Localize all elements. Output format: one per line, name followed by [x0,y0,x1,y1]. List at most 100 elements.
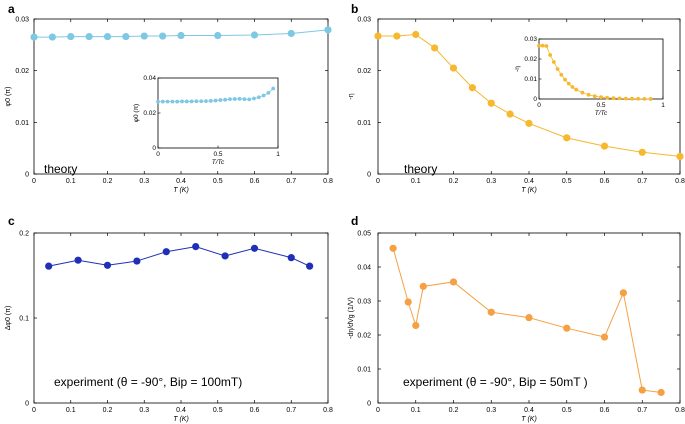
data-point [600,333,609,341]
x-tick-label: 0.5 [213,407,223,414]
x-tick-label: 0.2 [449,178,459,185]
x-tick-label: 0.1 [66,178,76,185]
x-tick-label: 0 [376,178,380,185]
inset-data-point [570,85,575,89]
inset-a: 0 0.5 1 0 0.02 0.04 T/Tc φ0 (π) [133,75,280,166]
x-tick-label: 0.1 [66,407,76,414]
inset-x-axis-title: T/Tc [595,110,608,117]
inset-data-point [199,99,204,104]
data-point [525,119,533,127]
annotation-text: experiment (θ = -90°, Bip = 50mT ) [403,375,588,389]
inset-data-point [580,90,585,95]
x-tick-label: 0.7 [637,407,647,414]
data-point [85,32,93,41]
inset-data-point [160,99,165,104]
y-tick-label: 0.1 [19,316,29,323]
data-point [221,252,229,260]
inset-b: 0 0.5 1 0 0.01 0.02 0.03 T/Tc -η [514,36,665,117]
x-tick-label: 0.1 [411,407,421,414]
data-point [159,32,167,40]
inset-data-point [232,97,237,101]
panel-c: 0 0.1 0.2 0.3 0.4 0.5 0.6 0.7 0.8 0 0.1 0.2 c T (K) Δφ… [5,214,333,423]
inset-data-point [194,99,199,104]
inset-data-point [242,97,247,102]
y-axis-title: φ0 (π) [5,87,12,107]
x-tick-label: 0.7 [286,178,296,185]
x-tick-label: 0.5 [213,178,223,185]
y-tick-label: 0 [367,172,371,179]
inset-x-tick-label: 0 [537,102,541,109]
inset-data-point [208,99,213,103]
y-tick-label: 0.03 [357,17,371,24]
inset-data-point [237,96,242,101]
data-point [600,142,609,150]
y-tick-label: 0 [25,172,29,179]
y-tick-label: 0 [367,401,371,408]
x-tick-label: 0.5 [562,407,572,414]
inset-data-point [548,53,553,57]
data-point [563,134,571,142]
inset-data-point [247,97,252,102]
x-tick-label: 0.8 [323,178,333,185]
inset-data-point [611,96,616,101]
y-tick-label: 0.03 [357,299,371,306]
panel-d: 0 0.1 0.2 0.3 0.4 0.5 0.6 0.7 0.8 0 0.01 0.02 0.03 0.… [348,214,685,423]
inset-x-tick-label: 0.5 [213,151,222,158]
data-point [506,110,514,118]
data-point [374,32,382,40]
x-tick-label: 0.8 [323,407,333,414]
inset-data-point [261,93,266,98]
inset-frame [538,38,664,100]
inset-data-point [555,67,560,71]
x-tick-label: 0.6 [600,178,610,185]
inset-data-point [540,43,545,48]
y-tick-label: 0.05 [357,231,371,238]
inset-data-point [551,60,556,64]
y-axis-title: -η [348,93,355,99]
x-tick-label: 0 [376,407,380,414]
inset-data-point [563,77,567,82]
annotation-text: experiment (θ = -90°, Bip = 100mT) [54,375,242,389]
inset-data-point [599,95,603,100]
inset-y-tick-label: 0.02 [524,56,537,63]
data-point [676,152,684,161]
data-point [122,32,130,41]
y-tick-label: 0.02 [15,68,29,75]
inset-data-point [642,97,647,101]
data-point [404,298,412,306]
panel-label: c [8,214,15,228]
inset-y-tick-label: 0.01 [524,76,537,83]
x-tick-label: 0.3 [139,407,149,414]
x-tick-label: 0.7 [286,407,296,414]
x-tick-label: 0.2 [103,178,113,185]
y-tick-label: 0.02 [357,333,371,340]
y-tick-label: 0.01 [357,120,371,127]
data-point [45,262,53,270]
x-tick-label: 0 [32,178,36,185]
data-point [449,64,458,72]
inset-data-point [256,95,261,100]
inset-data-point [623,96,628,101]
data-point [250,31,259,39]
y-tick-label: 0.01 [15,120,29,127]
inset-data-point [537,43,541,48]
inset-data-point [566,81,571,86]
inset-data-point [605,95,610,100]
inset-data-point [228,97,232,102]
data-point [412,30,420,39]
panel-a: 0 0.1 0.2 0.3 0.4 0.5 0.6 0.7 0.8 0 0.01 0.02 0.03a T… [5,2,333,194]
data-point [324,26,332,34]
y-tick-label: 0.2 [19,231,29,238]
x-tick-label: 0.3 [486,407,496,414]
x-tick-label: 0.2 [449,407,459,414]
data-point [431,44,439,52]
data-point [638,148,646,156]
x-tick-label: 0.6 [250,407,260,414]
inset-data-point [648,97,653,101]
data-point [487,99,495,107]
data-point [214,31,222,40]
panel-b: 0 0.1 0.2 0.3 0.4 0.5 0.6 0.7 0.800.010.020.03bT… [348,2,685,194]
data-point [48,33,56,41]
x-tick-label: 0.6 [600,407,610,414]
